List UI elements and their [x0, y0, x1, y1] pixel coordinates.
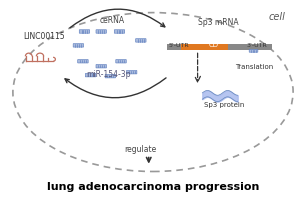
FancyBboxPatch shape: [105, 74, 116, 78]
Text: Sp3 mRNA: Sp3 mRNA: [198, 18, 239, 27]
FancyBboxPatch shape: [136, 39, 146, 42]
FancyArrowPatch shape: [70, 9, 165, 28]
Bar: [181, 44, 228, 50]
Text: regulate: regulate: [125, 145, 157, 154]
Text: LINC00115: LINC00115: [24, 32, 65, 41]
FancyBboxPatch shape: [73, 44, 84, 47]
Text: miR-154-3p: miR-154-3p: [87, 70, 131, 79]
FancyBboxPatch shape: [249, 49, 258, 52]
Text: lung adenocarcinoma progression: lung adenocarcinoma progression: [47, 182, 259, 192]
Text: Sp3 protein: Sp3 protein: [204, 102, 245, 108]
Text: cell: cell: [269, 12, 285, 22]
Text: Translation: Translation: [235, 64, 274, 70]
FancyBboxPatch shape: [96, 30, 106, 33]
FancyBboxPatch shape: [114, 30, 125, 33]
Text: ceRNA: ceRNA: [99, 16, 125, 25]
FancyBboxPatch shape: [78, 60, 88, 63]
Text: CD: CD: [209, 42, 219, 48]
FancyArrowPatch shape: [65, 78, 166, 98]
FancyBboxPatch shape: [79, 30, 90, 33]
FancyBboxPatch shape: [85, 73, 96, 77]
Text: 3'-UTR: 3'-UTR: [246, 43, 267, 48]
FancyBboxPatch shape: [126, 70, 137, 74]
FancyBboxPatch shape: [116, 60, 126, 63]
FancyBboxPatch shape: [96, 65, 106, 68]
Bar: [167, 44, 181, 50]
Bar: [228, 44, 272, 50]
Text: 5'-UTR: 5'-UTR: [169, 43, 189, 48]
